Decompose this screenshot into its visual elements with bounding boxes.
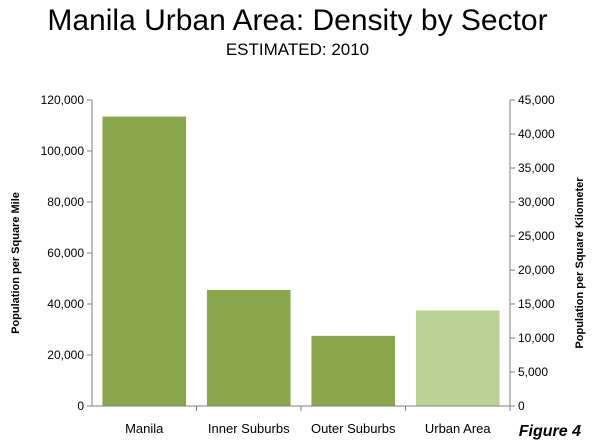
right-tick-label: 0: [518, 399, 525, 413]
right-tick-label: 45,000: [518, 93, 555, 107]
bar-inner-suburbs: [206, 289, 291, 406]
right-tick-label: 35,000: [518, 161, 555, 175]
bar-outer-suburbs: [311, 335, 396, 406]
right-tick-label: 20,000: [518, 263, 555, 277]
chart-subtitle: ESTIMATED: 2010: [225, 40, 370, 59]
left-axis-ticks: 0 20,000 40,000 60,000 80,000 100,000 120,000: [41, 93, 92, 413]
left-tick-label: 20,000: [47, 348, 84, 362]
bar-urban-area: [415, 310, 500, 406]
left-axis-title: Population per Square Mile: [10, 192, 22, 334]
left-tick-label: 120,000: [41, 93, 85, 107]
category-label: Urban Area: [425, 421, 492, 436]
right-axis-title: Population per Square Kilometer: [574, 177, 586, 349]
right-tick-label: 5,000: [518, 365, 548, 379]
right-tick-label: 40,000: [518, 127, 555, 141]
left-tick-label: 80,000: [47, 195, 84, 209]
left-tick-label: 100,000: [41, 144, 85, 158]
left-tick-label: 40,000: [47, 297, 84, 311]
category-label: Outer Suburbs: [311, 421, 396, 436]
bar-manila: [102, 116, 187, 406]
right-tick-label: 15,000: [518, 297, 555, 311]
figure-label: Figure 4: [518, 423, 581, 440]
bars: [102, 116, 500, 406]
category-label: Inner Suburbs: [208, 421, 290, 436]
right-tick-label: 30,000: [518, 195, 555, 209]
left-tick-label: 60,000: [47, 246, 84, 260]
right-tick-label: 25,000: [518, 229, 555, 243]
category-labels: Manila Inner Suburbs Outer Suburbs Urban Ar…: [125, 406, 511, 436]
right-axis-ticks: 0 5,000 10,000 15,000 20,000 25,000 30,000 35,0…: [510, 93, 555, 413]
left-tick-label: 0: [77, 399, 84, 413]
right-tick-label: 10,000: [518, 331, 555, 345]
category-label: Manila: [125, 421, 164, 436]
chart-title: Manila Urban Area: Density by Sector: [47, 4, 548, 37]
